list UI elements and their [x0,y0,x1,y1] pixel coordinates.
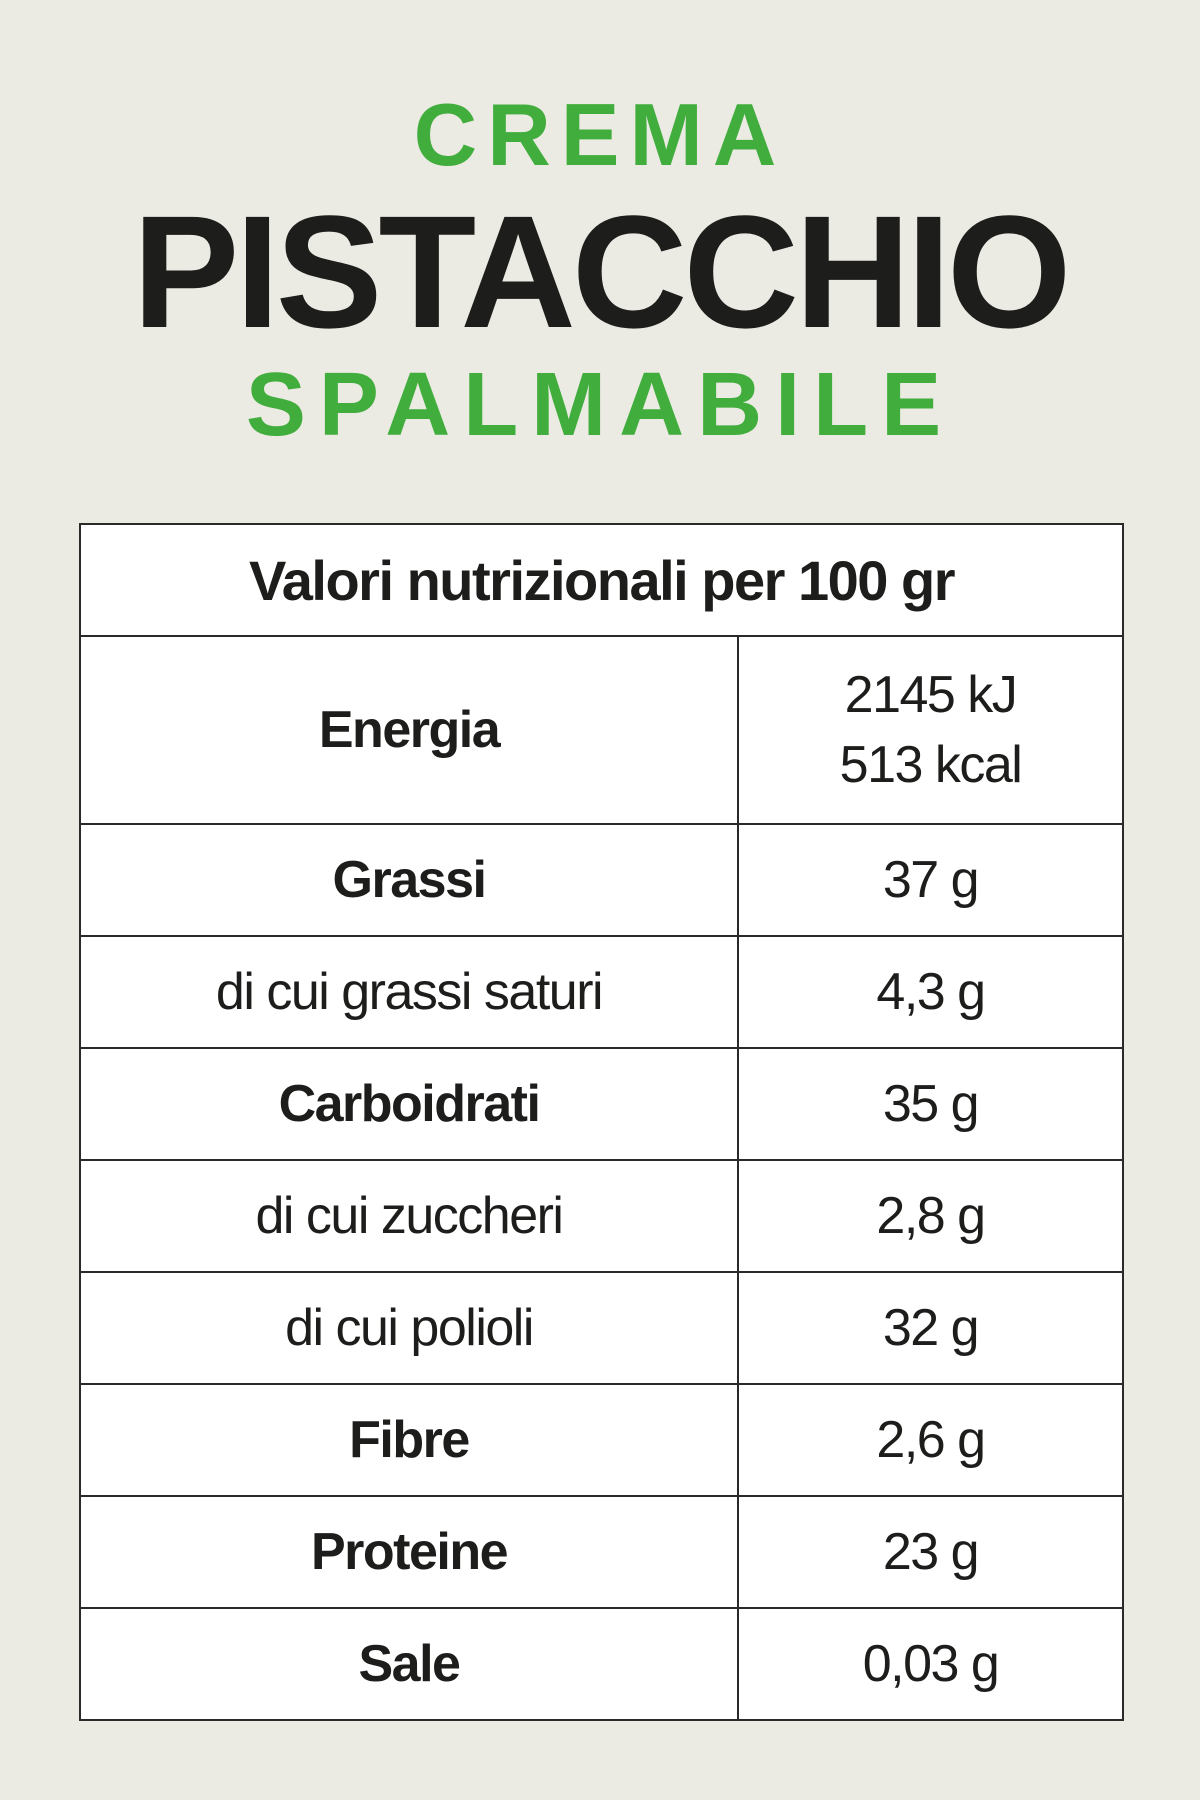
row-value: 2,8 g [737,1159,1124,1273]
row-label: Carboidrati [79,1047,739,1161]
row-label: di cui polioli [79,1271,739,1385]
table-row: di cui zuccheri 2,8 g [79,1159,1124,1273]
title-crema: CREMA [413,85,787,184]
row-label: Proteine [79,1495,739,1609]
table-row: Carboidrati 35 g [79,1047,1124,1161]
row-value: 37 g [737,823,1124,937]
table-header-row: Valori nutrizionali per 100 gr [79,523,1124,637]
row-value: 23 g [737,1495,1124,1609]
title-pistacchio: PISTACCHIO [132,182,1072,361]
row-value: 4,3 g [737,935,1124,1049]
row-value: 0,03 g [737,1607,1124,1721]
table-row-energy: Energia 2145 kJ 513 kcal [79,635,1124,825]
table-row: Proteine 23 g [79,1495,1124,1609]
row-value: 35 g [737,1047,1124,1161]
row-value: 2145 kJ 513 kcal [737,635,1124,825]
table-row: Fibre 2,6 g [79,1383,1124,1497]
energy-kcal: 513 kcal [839,736,1023,794]
table-row: di cui polioli 32 g [79,1271,1124,1385]
table-row: Sale 0,03 g [79,1607,1124,1721]
row-label: Fibre [79,1383,739,1497]
row-label: Sale [79,1607,739,1721]
row-label: di cui zuccheri [79,1159,739,1273]
table-row: Grassi 37 g [79,823,1124,937]
table-header: Valori nutrizionali per 100 gr [79,523,1124,637]
table-row: di cui grassi saturi 4,3 g [79,935,1124,1049]
row-label: di cui grassi saturi [79,935,739,1049]
title-spalmabile: SPALMABILE [245,355,955,455]
row-label: Grassi [79,823,739,937]
nutrition-table: Valori nutrizionali per 100 gr Energia 2… [79,523,1124,1721]
row-value: 32 g [737,1271,1124,1385]
row-label: Energia [79,635,739,825]
energy-kj: 2145 kJ [844,666,1018,724]
row-value: 2,6 g [737,1383,1124,1497]
